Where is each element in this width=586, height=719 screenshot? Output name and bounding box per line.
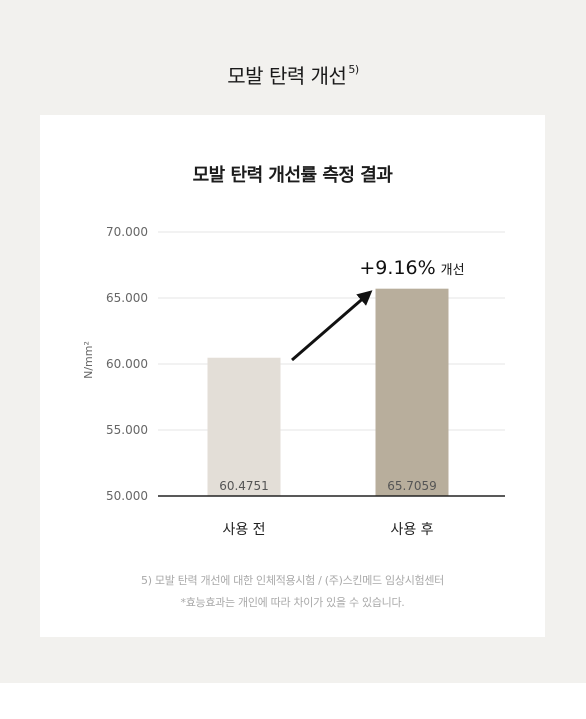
footnote-disclaimer: *효능효과는 개인에 따라 차이가 있을 수 있습니다. [180,596,405,609]
page-title-text: 모발 탄력 개선 [227,64,347,88]
y-tick-label: 55.000 [106,423,148,437]
y-axis-label: N/mm² [82,341,95,379]
x-category-label: 사용 전 [222,522,265,538]
y-tick-label: 50.000 [106,489,148,503]
improvement-suffix: 개선 [441,263,465,278]
improvement-annotation: +9.16% 개선 [359,257,464,279]
page-title: 모발 탄력 개선 5) [0,60,586,89]
chart-card: 모발 탄력 개선률 측정 결과 50.000 55.000 60.000 65.000… [40,115,545,637]
y-tick-label: 60.000 [106,357,148,371]
bar [375,288,449,496]
bar-value-label: 60.4751 [219,479,269,493]
bar [207,357,281,496]
bar-value-label: 65.7059 [387,479,437,493]
y-tick-label: 65.000 [106,291,148,305]
x-category-label: 사용 후 [390,522,433,538]
bar-chart: 50.000 55.000 60.000 65.000 70.000 N/mm² 60.47… [82,225,505,538]
chart-title: 모발 탄력 개선률 측정 결과 [192,165,393,186]
page-title-footnote-ref: 5) [348,63,359,76]
increase-arrow [291,290,373,362]
y-tick-label: 70.000 [106,225,148,239]
improvement-value: +9.16% [359,257,435,279]
footnote-source: 5) 모발 탄력 개선에 대한 인체적용시험 / (주)스킨메드 임상시험센터 [141,574,444,587]
